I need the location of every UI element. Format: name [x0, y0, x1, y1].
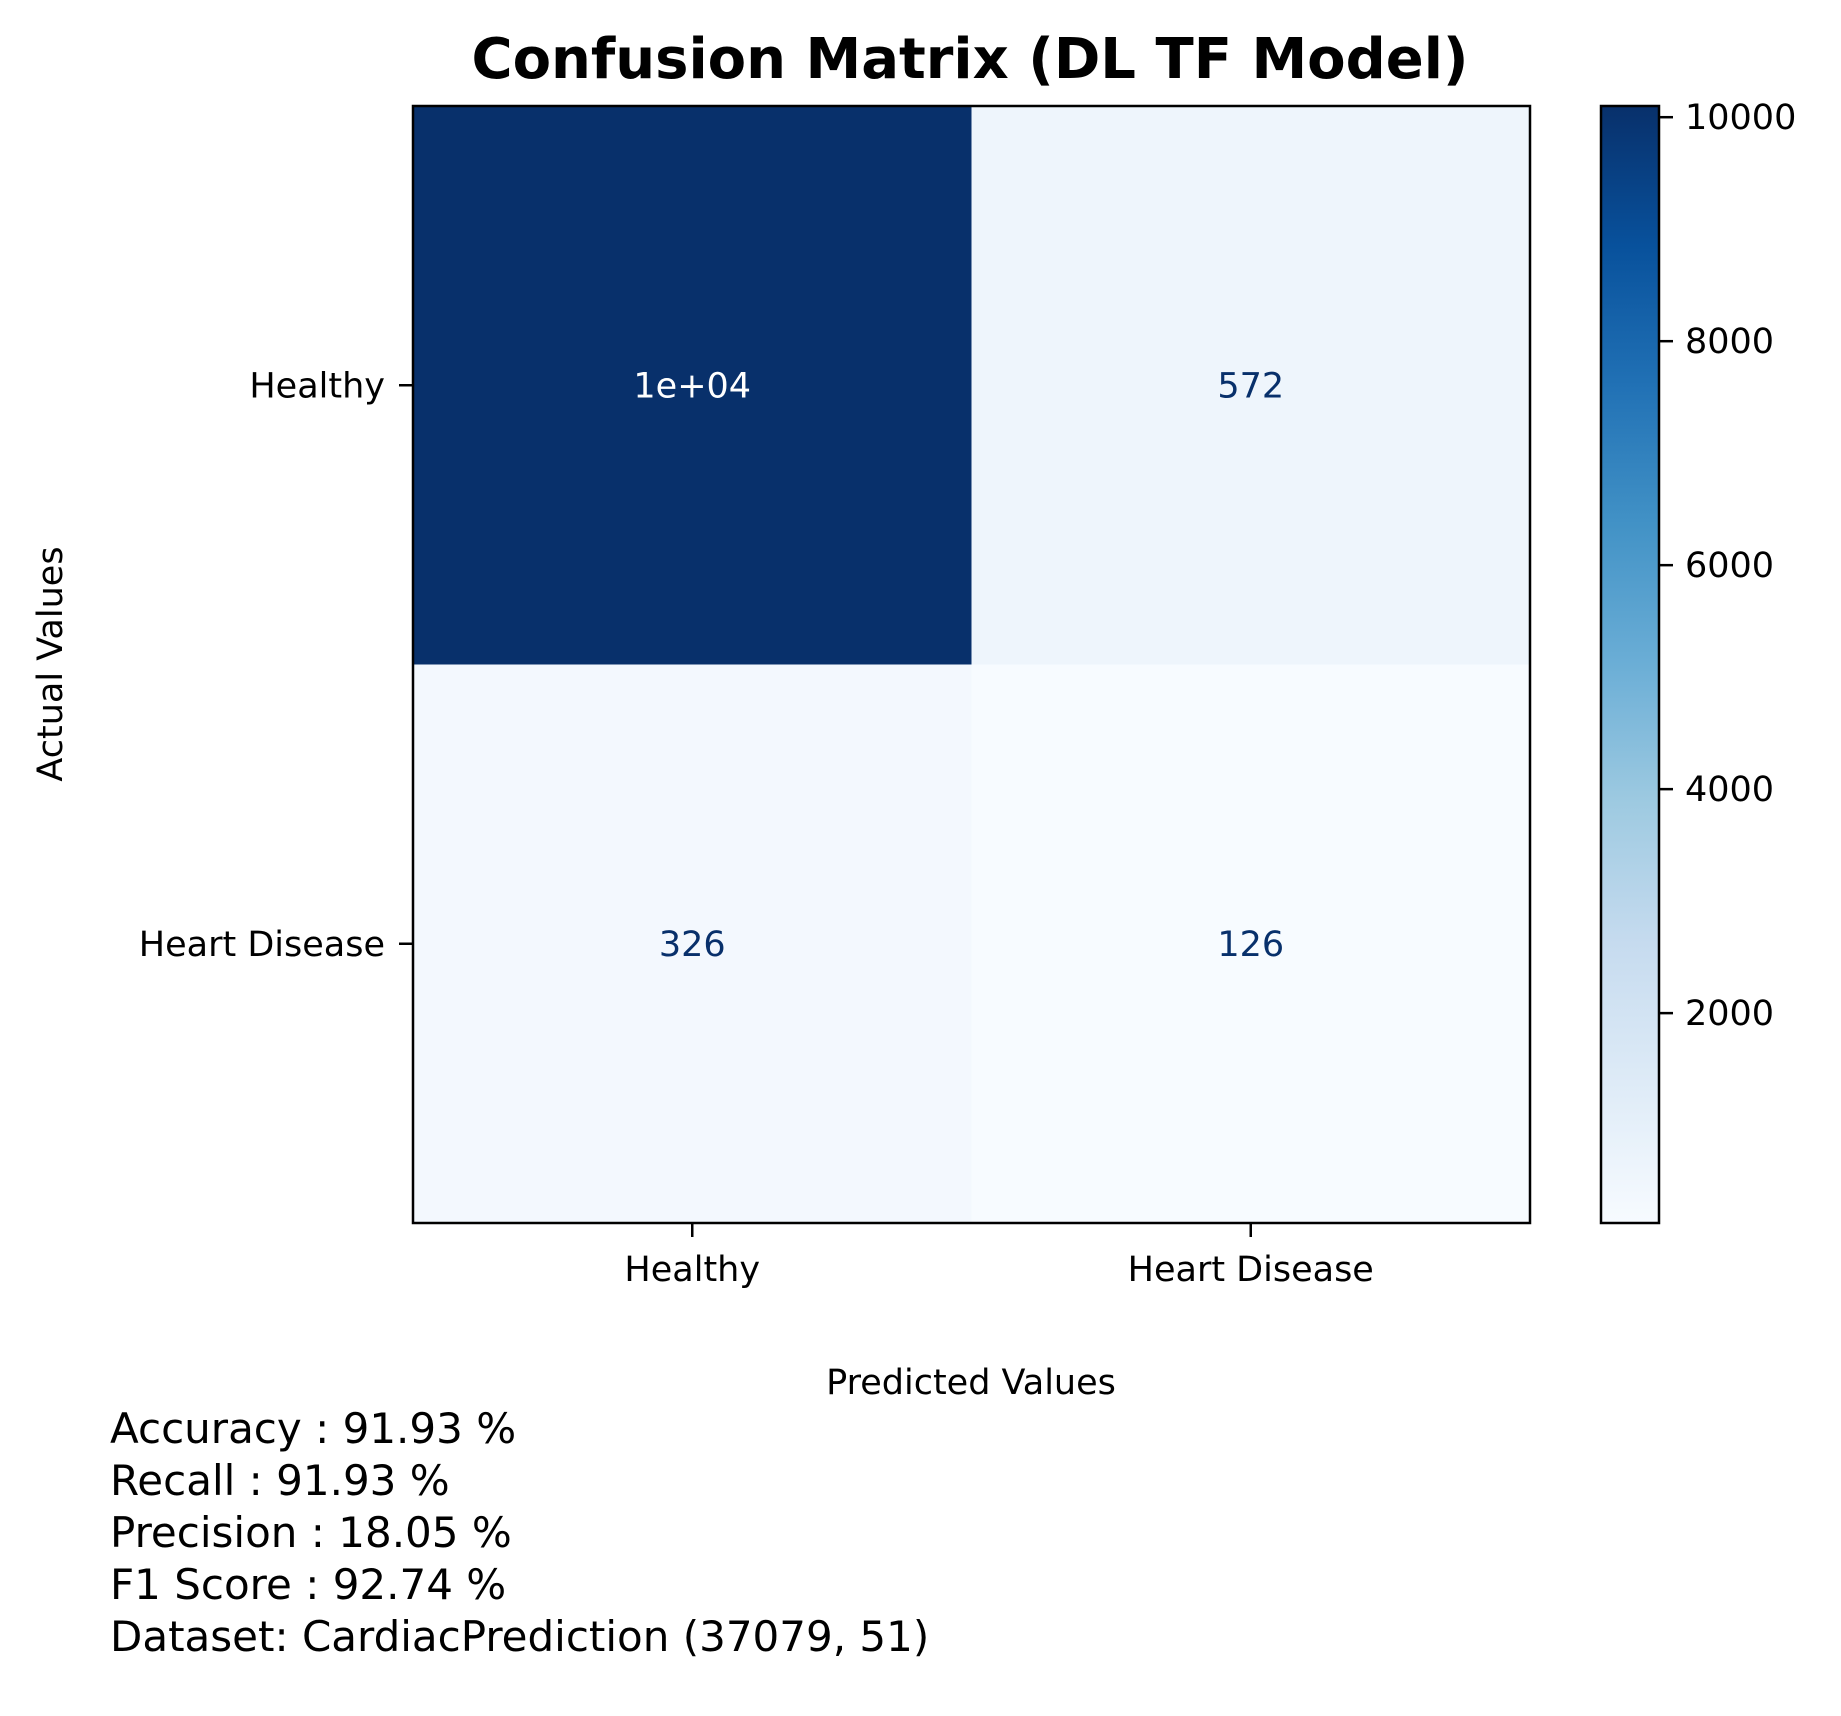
x-tick-label: Heart Disease	[1128, 1250, 1374, 1290]
matrix-cell-labels: 1e+04 572 326 126	[633, 366, 1284, 965]
matrix-cell-label: 572	[1217, 366, 1284, 406]
x-tick-label: Healthy	[624, 1250, 760, 1290]
y-axis-label: Actual Values	[31, 546, 71, 781]
matrix-cell-label: 126	[1217, 925, 1284, 965]
matrix-cell-label: 326	[659, 925, 726, 965]
matrix-cells	[413, 106, 1531, 1224]
matrix-cell-label: 1e+04	[633, 366, 751, 406]
y-tick-label: Heart Disease	[139, 925, 385, 965]
metrics-summary: Accuracy : 91.93 % Recall : 91.93 % Prec…	[110, 1403, 929, 1663]
x-axis-ticks: Healthy Heart Disease	[624, 1223, 1374, 1290]
colorbar-tick-label: 6000	[1685, 546, 1774, 586]
y-tick-label: Healthy	[249, 366, 385, 406]
dataset-info: Dataset: CardiacPrediction (37079, 51)	[110, 1612, 930, 1661]
matrix-cell	[413, 664, 972, 1224]
matrix-cell	[413, 106, 972, 665]
plot-frame	[411, 104, 1532, 1225]
f1-score-metric: F1 Score : 92.74 %	[110, 1560, 507, 1609]
colorbar-tick-label: 4000	[1685, 770, 1774, 810]
colorbar-tick-label: 2000	[1685, 994, 1774, 1034]
accuracy-metric: Accuracy : 91.93 %	[110, 1404, 517, 1453]
matrix-cell	[971, 106, 1531, 665]
colorbar-ticks: 2000 4000 6000 8000 10000	[1659, 98, 1796, 1034]
colorbar-tick-label: 10000	[1685, 98, 1796, 138]
chart-title: Confusion Matrix (DL TF Model)	[471, 27, 1468, 92]
recall-metric: Recall : 91.93 %	[110, 1456, 450, 1505]
y-axis-ticks: Healthy Heart Disease	[139, 366, 413, 965]
colorbar-tick-label: 8000	[1685, 322, 1774, 362]
precision-metric: Precision : 18.05 %	[110, 1508, 512, 1557]
colorbar	[1599, 104, 1661, 1225]
x-axis-label: Predicted Values	[826, 1363, 1116, 1403]
matrix-cell	[971, 664, 1531, 1224]
